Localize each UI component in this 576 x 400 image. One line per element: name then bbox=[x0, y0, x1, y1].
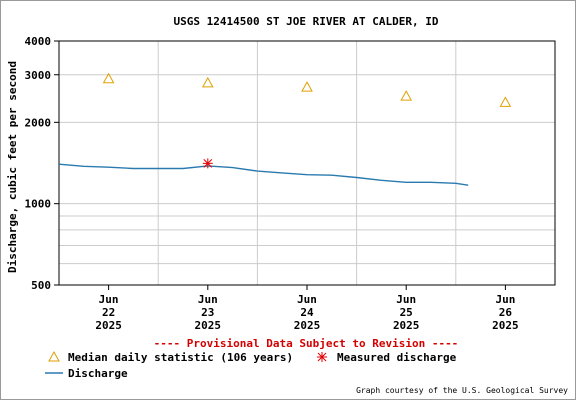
x-axis: Jun222025Jun232025Jun242025Jun252025Jun2… bbox=[95, 285, 519, 332]
median-point bbox=[301, 81, 313, 92]
legend-measured-marker bbox=[317, 352, 327, 362]
median-point bbox=[102, 72, 115, 84]
grid-layer bbox=[59, 41, 555, 285]
legend: Median daily statistic (106 years) Measu… bbox=[45, 350, 457, 380]
x-tick-label: Jun bbox=[396, 293, 416, 306]
median-point bbox=[400, 90, 413, 101]
chart-title: USGS 12414500 ST JOE RIVER AT CALDER, ID bbox=[174, 15, 439, 28]
y-tick-label: 2000 bbox=[25, 116, 52, 129]
x-tick-label: 25 bbox=[400, 306, 413, 319]
x-tick-label: 2025 bbox=[492, 319, 519, 332]
y-axis-title: Discharge, cubic feet per second bbox=[6, 61, 19, 273]
legend-median-label: Median daily statistic (106 years) bbox=[68, 351, 293, 364]
x-tick-label: 2025 bbox=[195, 319, 222, 332]
x-tick-label: Jun bbox=[198, 293, 218, 306]
x-tick-label: 26 bbox=[499, 306, 513, 319]
credit-note: Graph courtesy of the U.S. Geological Su… bbox=[356, 386, 568, 395]
legend-median-marker bbox=[48, 350, 60, 362]
x-tick-label: 23 bbox=[201, 306, 214, 319]
x-tick-label: 2025 bbox=[95, 319, 122, 332]
y-tick-label: 4000 bbox=[25, 35, 52, 48]
median-point bbox=[201, 76, 214, 88]
x-tick-label: Jun bbox=[297, 293, 317, 306]
x-tick-label: 2025 bbox=[393, 319, 420, 332]
y-axis: 500 1000 2000 3000 4000 bbox=[25, 35, 59, 292]
provisional-note: ---- Provisional Data Subject to Revisio… bbox=[154, 337, 459, 350]
legend-discharge-label: Discharge bbox=[68, 367, 128, 380]
legend-measured-label: Measured discharge bbox=[337, 351, 457, 364]
x-tick-label: 22 bbox=[102, 306, 115, 319]
measured-point bbox=[202, 158, 213, 169]
plot-area bbox=[58, 40, 556, 286]
measured-point-stroke bbox=[203, 158, 213, 168]
median-point bbox=[499, 96, 512, 107]
x-tick-label: Jun bbox=[99, 293, 119, 306]
discharge-series-line bbox=[58, 163, 469, 186]
y-tick-label: 500 bbox=[31, 279, 51, 292]
x-tick-label: Jun bbox=[495, 293, 515, 306]
y-tick-label: 1000 bbox=[25, 198, 52, 211]
x-tick-label: 24 bbox=[300, 306, 314, 319]
x-tick-label: 2025 bbox=[294, 319, 321, 332]
series-layer bbox=[58, 72, 512, 186]
y-tick-label: 3000 bbox=[25, 69, 52, 82]
